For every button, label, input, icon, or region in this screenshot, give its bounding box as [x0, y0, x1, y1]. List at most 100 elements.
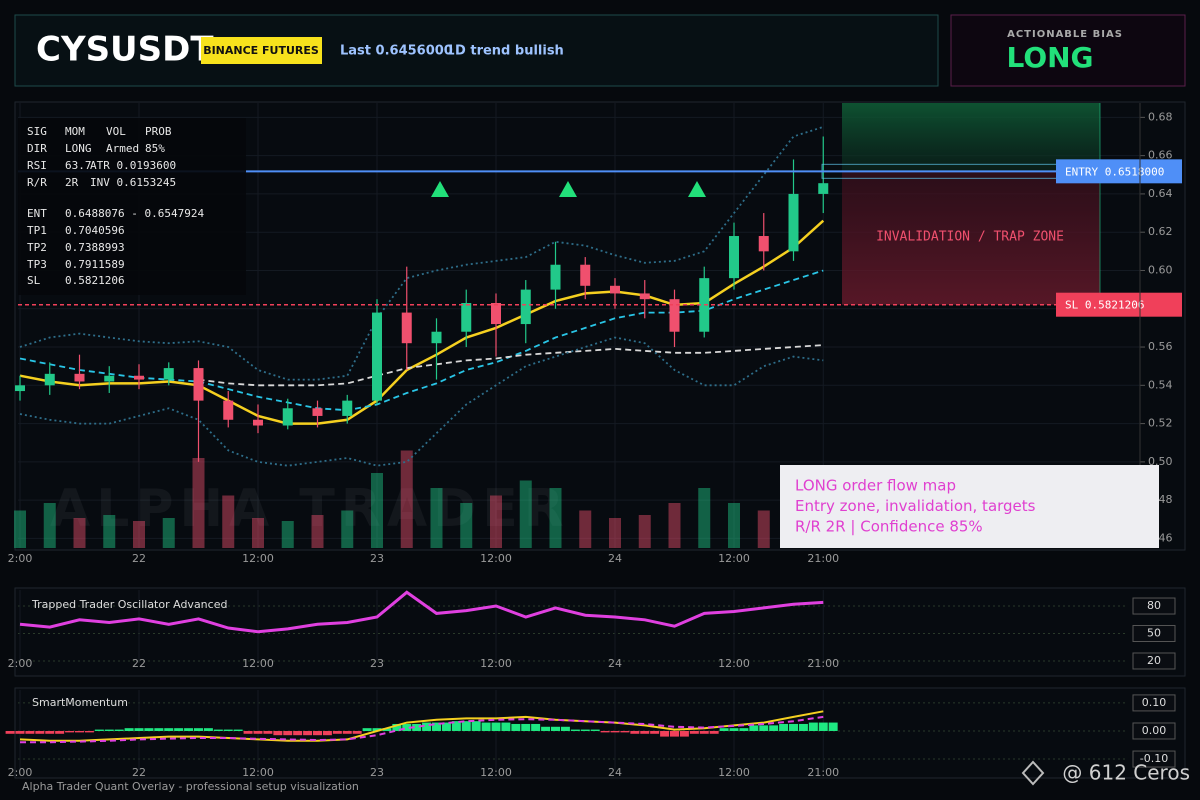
volume-bar — [43, 503, 56, 548]
stats-cell: TP3 — [27, 258, 47, 271]
momentum-bar — [273, 730, 283, 736]
x-tick-label: 2:00 — [8, 657, 33, 670]
candle-body — [788, 193, 799, 252]
candle-body — [104, 375, 115, 382]
stats-cell: ENT — [27, 207, 47, 220]
momentum-bar — [640, 730, 650, 734]
x-tick-label: 12:00 — [718, 552, 750, 565]
candle-body — [74, 373, 85, 382]
momentum-bar — [65, 730, 75, 733]
exchange: BINANCE FUTURES — [203, 44, 319, 57]
x-tick-label: 21:00 — [807, 552, 839, 565]
momentum-bar — [164, 728, 174, 731]
level-label: ENTRY 0.6518000 — [1065, 165, 1164, 178]
y-tick-label: 0.56 — [1148, 340, 1173, 353]
momentum-bar — [610, 730, 620, 733]
candle-body — [15, 385, 25, 392]
stats-cell: 0.7911589 — [65, 258, 125, 271]
stats-cell: 0.6488076 - 0.6547924 — [65, 207, 204, 220]
momentum-bar — [15, 730, 25, 734]
x-tick-label: 23 — [370, 766, 384, 779]
momentum-bar — [45, 730, 55, 734]
stats-cell: INV 0.6153245 — [90, 176, 176, 189]
momentum-bar — [551, 726, 560, 731]
momentum-bar — [818, 722, 828, 731]
momentum-bar — [501, 722, 511, 731]
line-series — [19, 126, 824, 381]
momentum-bar — [283, 730, 293, 736]
momentum-bar — [233, 729, 243, 731]
momentum-bar — [679, 730, 689, 737]
momentum-bar — [808, 722, 818, 731]
stats-cell: RSI — [27, 159, 47, 172]
bias-label: ACTIONABLE BIAS — [1007, 29, 1123, 40]
stats-cell: MOM — [65, 125, 85, 138]
stats-cell: 0.7388993 — [65, 241, 125, 254]
stats-cell: VOL — [106, 125, 126, 138]
momentum-bar — [620, 730, 630, 733]
x-tick-label: 12:00 — [242, 657, 274, 670]
x-tick-label: 12:00 — [718, 657, 750, 670]
panel-title: SmartMomentum — [32, 696, 128, 709]
x-tick-label: 12:00 — [242, 766, 274, 779]
momentum-bar — [461, 721, 471, 731]
y-tick-box — [1132, 597, 1176, 615]
stats-cell: SL — [27, 274, 41, 287]
momentum-bar — [441, 722, 451, 731]
header-box — [14, 14, 939, 87]
momentum-bar — [332, 730, 342, 734]
momentum-bar — [729, 728, 739, 731]
annotation-line: R/R 2R | Confidence 85% — [795, 518, 983, 536]
momentum-bar — [422, 722, 432, 731]
volume-bar — [341, 510, 354, 548]
momentum-bar — [392, 723, 402, 731]
candle-body — [610, 285, 620, 294]
momentum-bar — [213, 729, 223, 731]
momentum-bar — [382, 728, 392, 731]
y-tick-label: 0.68 — [1148, 110, 1173, 123]
volume-bar — [162, 518, 175, 548]
y-tick-label: 0.52 — [1148, 417, 1173, 430]
momentum-bar — [541, 726, 551, 731]
momentum-bar — [491, 722, 501, 731]
candle-body — [431, 331, 442, 344]
momentum-bar — [253, 730, 263, 734]
y-tick-label: 0.62 — [1148, 225, 1173, 238]
line-series — [20, 715, 824, 744]
volume-bar — [371, 473, 383, 548]
candle-body — [401, 312, 412, 344]
momentum-bar — [531, 723, 541, 731]
volume-bar — [133, 521, 145, 548]
line-series — [19, 219, 825, 425]
momentum-bar — [471, 721, 481, 731]
candle-body — [580, 264, 591, 286]
momentum-bar — [263, 730, 273, 734]
y-tick-label: 50 — [1147, 627, 1161, 640]
momentum-bar — [451, 721, 461, 731]
momentum-bar — [84, 730, 94, 733]
stats-cell: TP1 — [27, 224, 47, 237]
momentum-bar — [511, 723, 521, 731]
volume-bar — [14, 510, 26, 548]
stats-cell: SIG — [27, 125, 47, 138]
momentum-bar — [779, 723, 789, 731]
stats-cell: ATR 0.0193600 — [90, 159, 176, 172]
candle-body — [282, 408, 293, 426]
momentum-bar — [94, 729, 104, 731]
momentum-bar — [759, 725, 769, 731]
y-tick-label: 0.60 — [1148, 263, 1173, 276]
momentum-bar — [699, 730, 709, 734]
candle-body — [669, 299, 680, 332]
volume-bar — [609, 518, 621, 548]
stats-cell: TP2 — [27, 241, 47, 254]
momentum-bar — [194, 728, 203, 731]
footer-caption: Alpha Trader Quant Overlay - professiona… — [22, 780, 359, 793]
bias-value: LONG — [1006, 41, 1093, 74]
annotation-line: LONG order flow map — [795, 477, 956, 495]
stats-cell: 63.7 — [65, 159, 92, 172]
x-tick-label: 12:00 — [242, 552, 274, 565]
annotation-box — [780, 465, 1159, 548]
momentum-bar — [481, 722, 491, 731]
momentum-bar — [114, 729, 124, 731]
